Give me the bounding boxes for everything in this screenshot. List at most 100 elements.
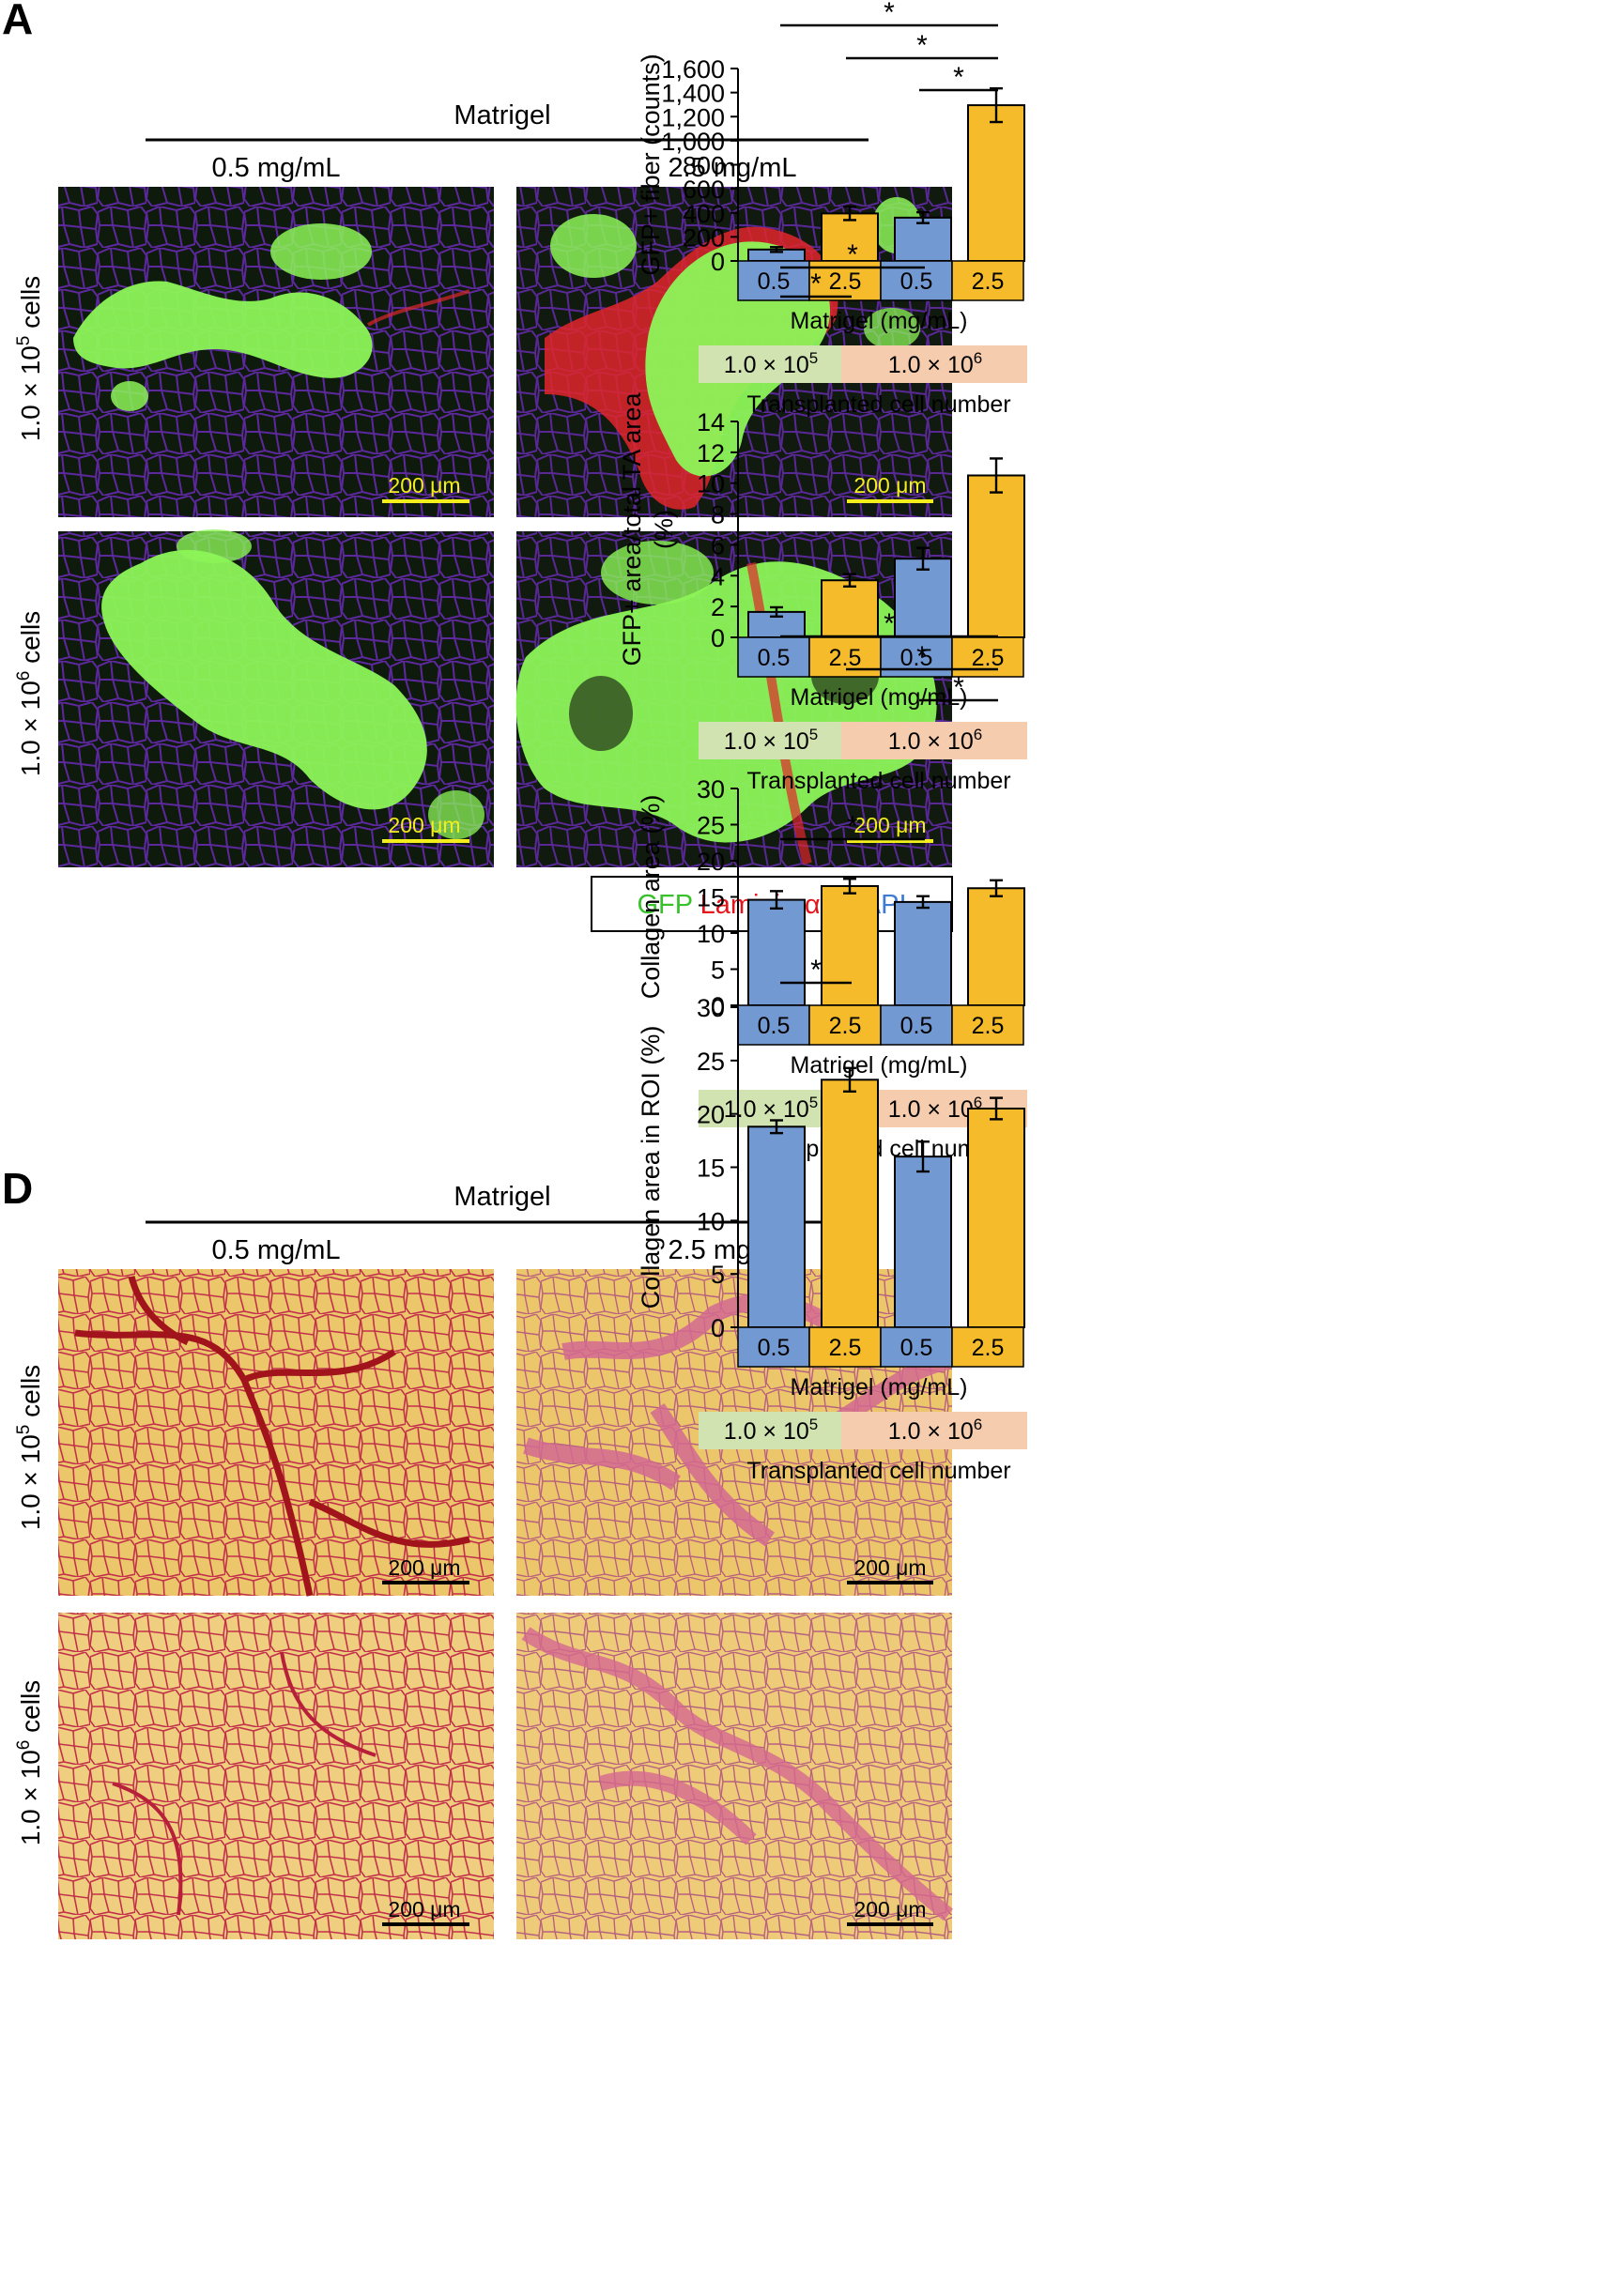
bar (747, 898, 806, 1007)
panel-a-row-label-1: 1.0 × 105 cells (14, 276, 45, 441)
histology-image-3 (58, 1613, 494, 1939)
category-cell (737, 1326, 810, 1368)
category-label: 0.5 (758, 1335, 791, 1361)
scale-bar-label: 200 μm (853, 473, 926, 497)
category-label: 2.5 (829, 645, 862, 671)
y-tick-label: 200 (683, 223, 725, 252)
x-axis-label: Matrigel (mg/mL) (791, 1374, 968, 1401)
y-tick-label: 0 (711, 992, 725, 1020)
y-tick-label: 8 (711, 501, 725, 529)
scale-bar-label: 200 μm (853, 1897, 926, 1921)
panel-d-header: Matrigel (454, 1182, 550, 1212)
panel-d-row-label-2: 1.0 × 106 cells (14, 1680, 45, 1845)
panel-d-letter: D (2, 1164, 33, 1213)
category-label: 2.5 (972, 268, 1005, 295)
bar (894, 1156, 952, 1328)
group-title: Transplanted cell number (746, 768, 1010, 794)
chart-c: 0 2 4 68 10 12 14 GFP+ area/total TA area (%) 0.5… (618, 392, 1027, 842)
scale-bar-label: 200 μm (388, 813, 460, 837)
y-tick-label: 10 (697, 1207, 725, 1235)
y-tick-label: 0 (711, 624, 725, 652)
group-label: 1.0 × 106 (888, 349, 983, 378)
group-label: 1.0 × 106 (888, 1416, 983, 1445)
category-cell (808, 1326, 882, 1368)
x-axis-label: Matrigel (mg/mL) (791, 1052, 968, 1079)
histology-image-1 (58, 1269, 494, 1597)
y-tick-label: 15 (697, 1155, 725, 1183)
significance-star: * (847, 811, 858, 842)
y-axis-label: Collagen area in ROI (%) (637, 1026, 665, 1309)
category-label: 2.5 (972, 1335, 1005, 1361)
category-label: 2.5 (972, 1013, 1005, 1039)
bar (821, 884, 879, 1007)
y-tick-label: 600 (683, 176, 725, 204)
y-axis-label: GFP+ fiber (counts) (637, 54, 665, 275)
significance-star: * (916, 641, 928, 672)
panel-a: A Matrigel 0.5 mg/mL 2.5 mg/mL 1.0 × 105… (2, 0, 953, 932)
y-tick-label: 2 (711, 593, 725, 621)
y-tick-label: 1,000 (661, 128, 725, 156)
y-tick-label: 0 (711, 1314, 725, 1342)
y-tick-label: 10 (697, 470, 725, 498)
panel-a-letter: A (2, 0, 33, 43)
category-label: 0.5 (900, 268, 933, 295)
scale-bar-label: 200 μm (388, 473, 460, 497)
category-cell (880, 1004, 953, 1046)
group-title: Transplanted cell number (746, 1458, 1010, 1484)
category-label: 0.5 (758, 1013, 791, 1039)
y-tick-label: 5 (711, 1261, 725, 1289)
category-cell (951, 1004, 1024, 1046)
y-tick-label: 25 (697, 812, 725, 840)
chart-f: 0 5 10 15 20 25 30 Collagen area in ROI (%) 0.5 2… (637, 955, 1027, 1484)
x-axis-label: Matrigel (mg/mL) (791, 684, 968, 711)
x-axis-label: Matrigel (mg/mL) (791, 308, 968, 334)
category-label: 0.5 (900, 1013, 933, 1039)
group-cell (699, 722, 841, 759)
category-label: 2.5 (829, 268, 862, 295)
significance-star: * (884, 608, 895, 639)
panel-d-row-label-1: 1.0 × 105 cells (14, 1365, 45, 1530)
histology-image-4 (516, 1613, 953, 1939)
group-label: 1.0 × 105 (724, 349, 819, 378)
fluorescence-micrograph-1 (58, 187, 494, 517)
y-tick-label: 14 (697, 408, 725, 436)
bar (967, 104, 1025, 262)
bar (821, 1079, 879, 1328)
bar (967, 474, 1025, 638)
significance-star: * (847, 239, 858, 270)
scale-bar-label: 200 μm (853, 813, 926, 837)
significance-star: * (916, 30, 928, 61)
group-cell (841, 1412, 1027, 1449)
y-tick-label: 30 (697, 775, 725, 804)
fluorescence-micrograph-3 (58, 529, 494, 867)
category-label: 2.5 (829, 1013, 862, 1039)
y-tick-label: 1,400 (661, 80, 725, 108)
panel-a-col-label-1: 0.5 mg/mL (212, 153, 341, 183)
category-cell (737, 636, 810, 678)
group-cell (699, 1412, 841, 1449)
scale-bar-label: 200 μm (388, 1555, 460, 1580)
significance-star: * (953, 62, 964, 93)
group-label: 1.0 × 105 (724, 726, 819, 755)
y-tick-label: 30 (697, 994, 725, 1022)
panel-a-row-label-2: 1.0 × 106 cells (14, 611, 45, 776)
group-label: 1.0 × 106 (888, 1094, 983, 1123)
y-tick-label: 0 (711, 248, 725, 276)
legend-gfp: GFP (637, 890, 692, 920)
category-label: 0.5 (900, 645, 933, 671)
y-tick-label: 20 (697, 1101, 725, 1129)
y-tick-label: 20 (697, 848, 725, 876)
group-cell (699, 345, 841, 383)
group-label: 1.0 × 106 (888, 726, 983, 755)
group-cell (841, 345, 1027, 383)
y-tick-label: 4 (711, 562, 725, 590)
category-label: 2.5 (829, 1335, 862, 1361)
significance-star: * (810, 268, 822, 299)
group-label: 1.0 × 105 (724, 1416, 819, 1445)
y-tick-label: 10 (697, 920, 725, 948)
category-label: 0.5 (758, 645, 791, 671)
bar (894, 900, 952, 1007)
scale-bar-label: 200 μm (853, 1555, 926, 1580)
